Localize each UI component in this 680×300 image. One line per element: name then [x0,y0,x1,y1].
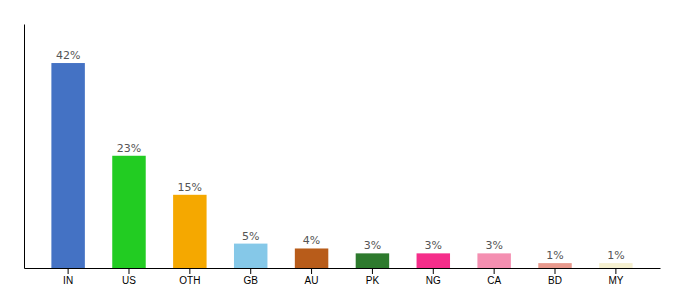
bar [295,248,328,268]
chart-container: IN US OTH GB AU PK NG CA BD MY 42% 23% 15% 5% 4% 3% 3% 3%… [0,0,680,300]
x-tick-mark [311,268,312,274]
data-label: 5% [242,230,259,243]
x-tick: GB [243,268,258,286]
bar [234,244,267,268]
bar [112,156,145,268]
x-tick-mark [189,268,190,274]
x-tick-mark [555,268,556,274]
x-tick-mark [433,268,434,274]
x-tick-label: CA [487,275,501,286]
x-tick: PK [366,268,380,286]
x-tick-label: MY [608,275,623,286]
plot-area: IN US OTH GB AU PK NG CA BD MY 42% 23% 15% 5% 4% 3% 3% 3%… [25,25,661,287]
data-label: 3% [425,239,442,252]
x-tick-label: IN [63,275,73,286]
x-tick-mark [128,268,129,274]
x-tick: MY [608,268,623,286]
x-tick: CA [487,268,501,286]
x-axis: IN US OTH GB AU PK NG CA BD MY [25,268,661,286]
bar [173,195,206,268]
chart-svg: IN US OTH GB AU PK NG CA BD MY 42% 23% 15% 5% 4% 3% 3% 3%… [0,0,680,300]
x-tick: NG [426,268,441,286]
data-label: 23% [117,142,141,155]
x-tick-mark [494,268,495,274]
data-label: 4% [303,234,320,247]
data-label: 15% [178,181,202,194]
data-label: 1% [546,249,563,262]
x-tick-label: OTH [179,275,200,286]
x-tick-label: US [122,275,136,286]
x-tick-mark [615,268,616,274]
bar [599,263,632,268]
x-tick-label: AU [305,275,319,286]
x-tick-label: GB [243,275,258,286]
bars [51,63,632,268]
x-tick: BD [548,268,562,286]
x-tick-mark [68,268,69,274]
x-tick-label: PK [366,275,380,286]
data-labels: 42% 23% 15% 5% 4% 3% 3% 3% 1% 1% [56,49,625,262]
bar [51,63,84,268]
data-label: 1% [607,249,624,262]
x-tick-label: BD [548,275,562,286]
y-axis-line [24,25,25,269]
x-tick: OTH [179,268,200,286]
x-tick-mark [250,268,251,274]
x-tick-label: NG [426,275,441,286]
bar [417,253,450,268]
bar [356,253,389,268]
bar [477,253,510,268]
x-axis-line [25,268,661,269]
x-tick: IN [63,268,73,286]
y-axis [24,25,25,269]
x-tick-mark [372,268,373,274]
data-label: 3% [364,239,381,252]
bar [538,263,571,268]
x-tick: US [122,268,136,286]
data-label: 42% [56,49,80,62]
data-label: 3% [485,239,502,252]
x-tick: AU [305,268,319,286]
